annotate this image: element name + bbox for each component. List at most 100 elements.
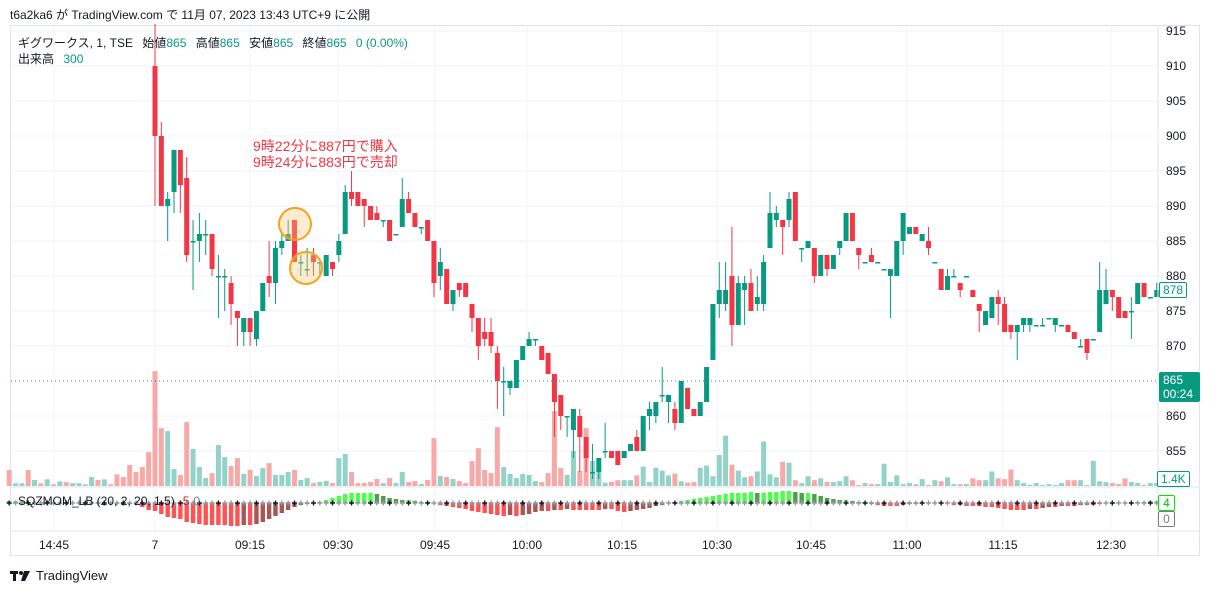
momentum-bar — [748, 492, 754, 503]
volume-bar — [1040, 484, 1046, 486]
momentum-bar — [285, 503, 291, 510]
volume-bar — [222, 457, 228, 486]
momentum-bar — [590, 503, 595, 510]
volume-bar — [748, 476, 754, 486]
momentum-value-label: 4 — [1158, 495, 1175, 511]
volume-bar — [177, 474, 183, 486]
volume-bar — [247, 469, 253, 486]
volume-bar — [146, 452, 152, 486]
candle-body — [1014, 325, 1020, 332]
tradingview-logo[interactable]: TradingView — [10, 568, 108, 583]
volume-bar — [976, 480, 982, 486]
candle-body — [938, 269, 944, 290]
momentum-bar — [1002, 503, 1007, 509]
candle-body — [1033, 325, 1039, 327]
volume-bar — [425, 479, 431, 486]
candle-body — [932, 262, 938, 264]
squeeze-dot — [634, 500, 640, 506]
squeeze-dot — [165, 500, 171, 506]
candle-body — [716, 290, 722, 304]
candle-body — [583, 437, 589, 458]
volume-bar — [653, 467, 659, 486]
candle-body — [317, 262, 323, 264]
price-tick-label: 900 — [1166, 129, 1186, 143]
time-tick-label: 7 — [152, 538, 159, 552]
squeeze-dot — [444, 500, 450, 506]
momentum-bar — [488, 503, 494, 514]
squeeze-dot — [501, 500, 507, 506]
squeeze-dot — [647, 500, 653, 506]
volume-bar — [615, 480, 621, 486]
volume-bar — [355, 483, 361, 486]
squeeze-dot — [253, 500, 259, 506]
volume-bar — [735, 470, 741, 486]
volume-bar — [964, 484, 970, 486]
candle-body — [881, 269, 887, 271]
squeeze-dot — [1065, 500, 1071, 506]
squeeze-dot — [203, 500, 209, 506]
squeeze-dot — [158, 500, 164, 506]
squeeze-dot — [685, 500, 691, 506]
squeeze-dot — [862, 500, 868, 506]
candle-body — [247, 318, 253, 332]
volume-bar — [780, 461, 786, 486]
squeeze-dot — [82, 500, 88, 506]
volume-bar — [44, 479, 50, 486]
candle-body — [380, 220, 386, 222]
squeeze-dot — [577, 500, 583, 506]
volume-bar — [437, 476, 443, 486]
volume-bar — [418, 483, 424, 486]
candle-body — [729, 276, 735, 325]
candle-body — [349, 192, 355, 199]
candle-body — [1071, 332, 1077, 339]
candle-body — [748, 283, 754, 311]
squeeze-dot — [894, 500, 900, 506]
time-tick-label: 10:00 — [512, 538, 542, 552]
candle-body — [1103, 290, 1109, 304]
volume-bar — [171, 468, 177, 486]
volume-bar — [1084, 484, 1090, 486]
volume-bar — [729, 464, 735, 486]
squeeze-dot — [247, 500, 253, 506]
momentum-bar — [780, 491, 785, 503]
squeeze-dot — [304, 500, 310, 506]
squeeze-dot — [291, 500, 297, 506]
candle-body — [431, 241, 437, 283]
squeeze-dot — [710, 500, 716, 506]
candle-body — [577, 416, 583, 437]
squeeze-dot — [1071, 500, 1077, 506]
squeeze-dot — [754, 500, 760, 506]
volume-bar — [311, 483, 316, 486]
candle-body — [647, 409, 653, 416]
momentum-bar — [216, 503, 221, 525]
candle-body — [336, 241, 342, 255]
squeeze-dot — [615, 500, 621, 506]
squeeze-dot — [234, 500, 240, 506]
candle-body — [995, 297, 1001, 304]
momentum-bar — [526, 503, 532, 514]
momentum-bar — [336, 496, 342, 503]
volume-bar — [989, 471, 995, 486]
time-tick-label: 09:15 — [235, 538, 265, 552]
volume-bar — [412, 481, 418, 486]
momentum-bar — [260, 503, 265, 522]
squeeze-dot — [913, 500, 919, 506]
squeeze-dot — [723, 500, 729, 506]
candle-body — [685, 388, 691, 409]
volume-bar — [608, 481, 614, 486]
symbol-legend: ギグワークス, 1, TSE 始値865 高値865 安値865 終値865 0… — [18, 35, 408, 67]
time-tick-label: 10:45 — [796, 538, 826, 552]
candle-body — [1046, 318, 1052, 320]
squeeze-dot — [184, 500, 190, 506]
chart-frame[interactable] — [10, 25, 1200, 556]
volume-bar — [108, 484, 114, 486]
momentum-bar — [558, 503, 563, 510]
volume-bar — [469, 461, 475, 486]
squeeze-dot — [260, 500, 266, 506]
volume-bar — [621, 480, 627, 486]
volume-bar — [1103, 482, 1109, 486]
squeeze-dot — [89, 500, 95, 506]
candle-body — [589, 472, 595, 474]
squeeze-dot — [146, 500, 152, 506]
